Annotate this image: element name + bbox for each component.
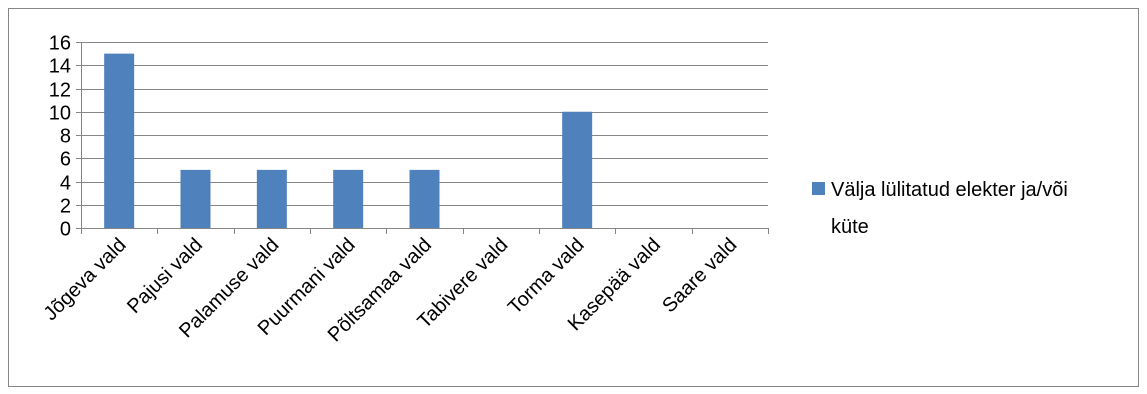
y-tick-label: 10 [49,103,71,125]
y-tick-label: 2 [60,196,71,218]
legend: Välja lülitatud elekter ja/või küte [812,179,1068,238]
bar-4 [409,169,440,228]
legend-label-line-2: küte [831,216,869,238]
legend-label-line-1: Välja lülitatud elekter ja/või [831,179,1068,201]
bar-3 [333,169,364,228]
y-tick-label: 16 [49,33,71,55]
y-tick-label: 0 [60,219,71,241]
y-tick-label: 12 [49,80,71,102]
legend-swatch [812,182,825,195]
y-tick-label: 14 [49,56,71,78]
y-tick-label: 6 [60,149,71,171]
bar-2 [256,169,287,228]
bar-1 [180,169,211,228]
bar-0 [104,53,135,228]
y-tick-label: 4 [60,173,71,195]
bars [104,53,593,228]
y-tick-label: 8 [60,126,71,148]
bar-6 [562,111,593,228]
axes [76,42,769,234]
